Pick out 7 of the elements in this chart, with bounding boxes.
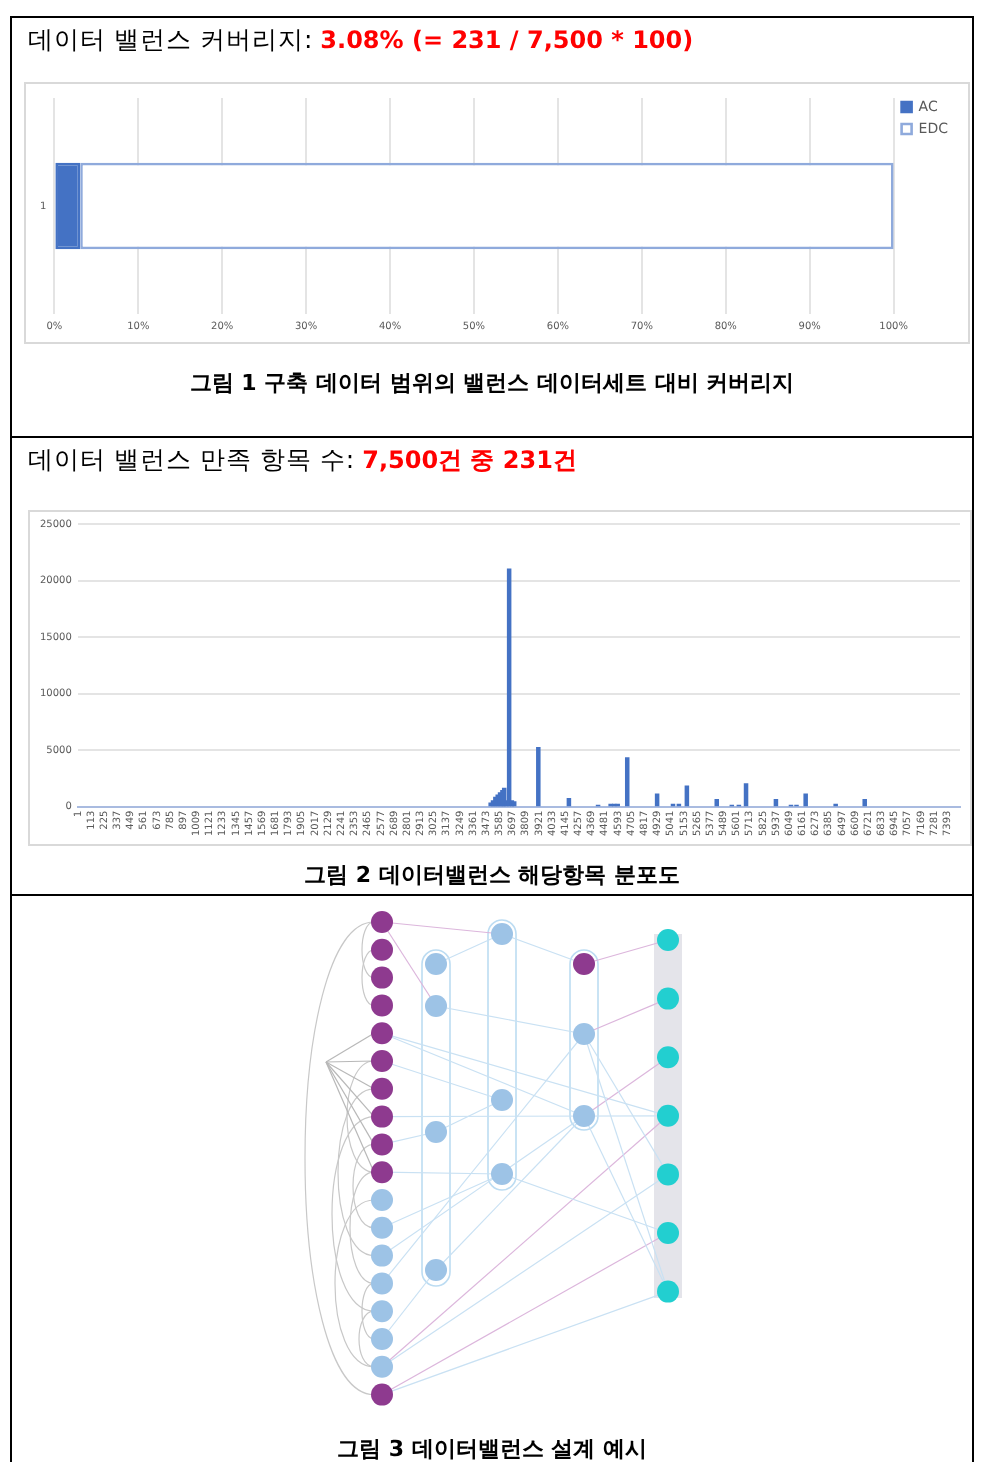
caption: 그림 1 구축 데이터 범위의 밸런스 데이터세트 대비 커버리지 bbox=[187, 370, 797, 398]
caption: 그림 3 데이터밸런스 설계 예시 bbox=[335, 1436, 649, 1462]
chart-subtitle: 3.08% (= 231 / 7,500 * 100) bbox=[320, 26, 694, 54]
chart-title: 데이터 밸런스 커버리지: bbox=[28, 24, 313, 54]
caption: 그림 2 데이터밸런스 해당항목 분포도 bbox=[302, 862, 682, 890]
chart-subtitle: 7,500건 중 231건 bbox=[362, 446, 577, 474]
chart-title: 데이터 밸런스 만족 항목 수: bbox=[28, 444, 355, 474]
